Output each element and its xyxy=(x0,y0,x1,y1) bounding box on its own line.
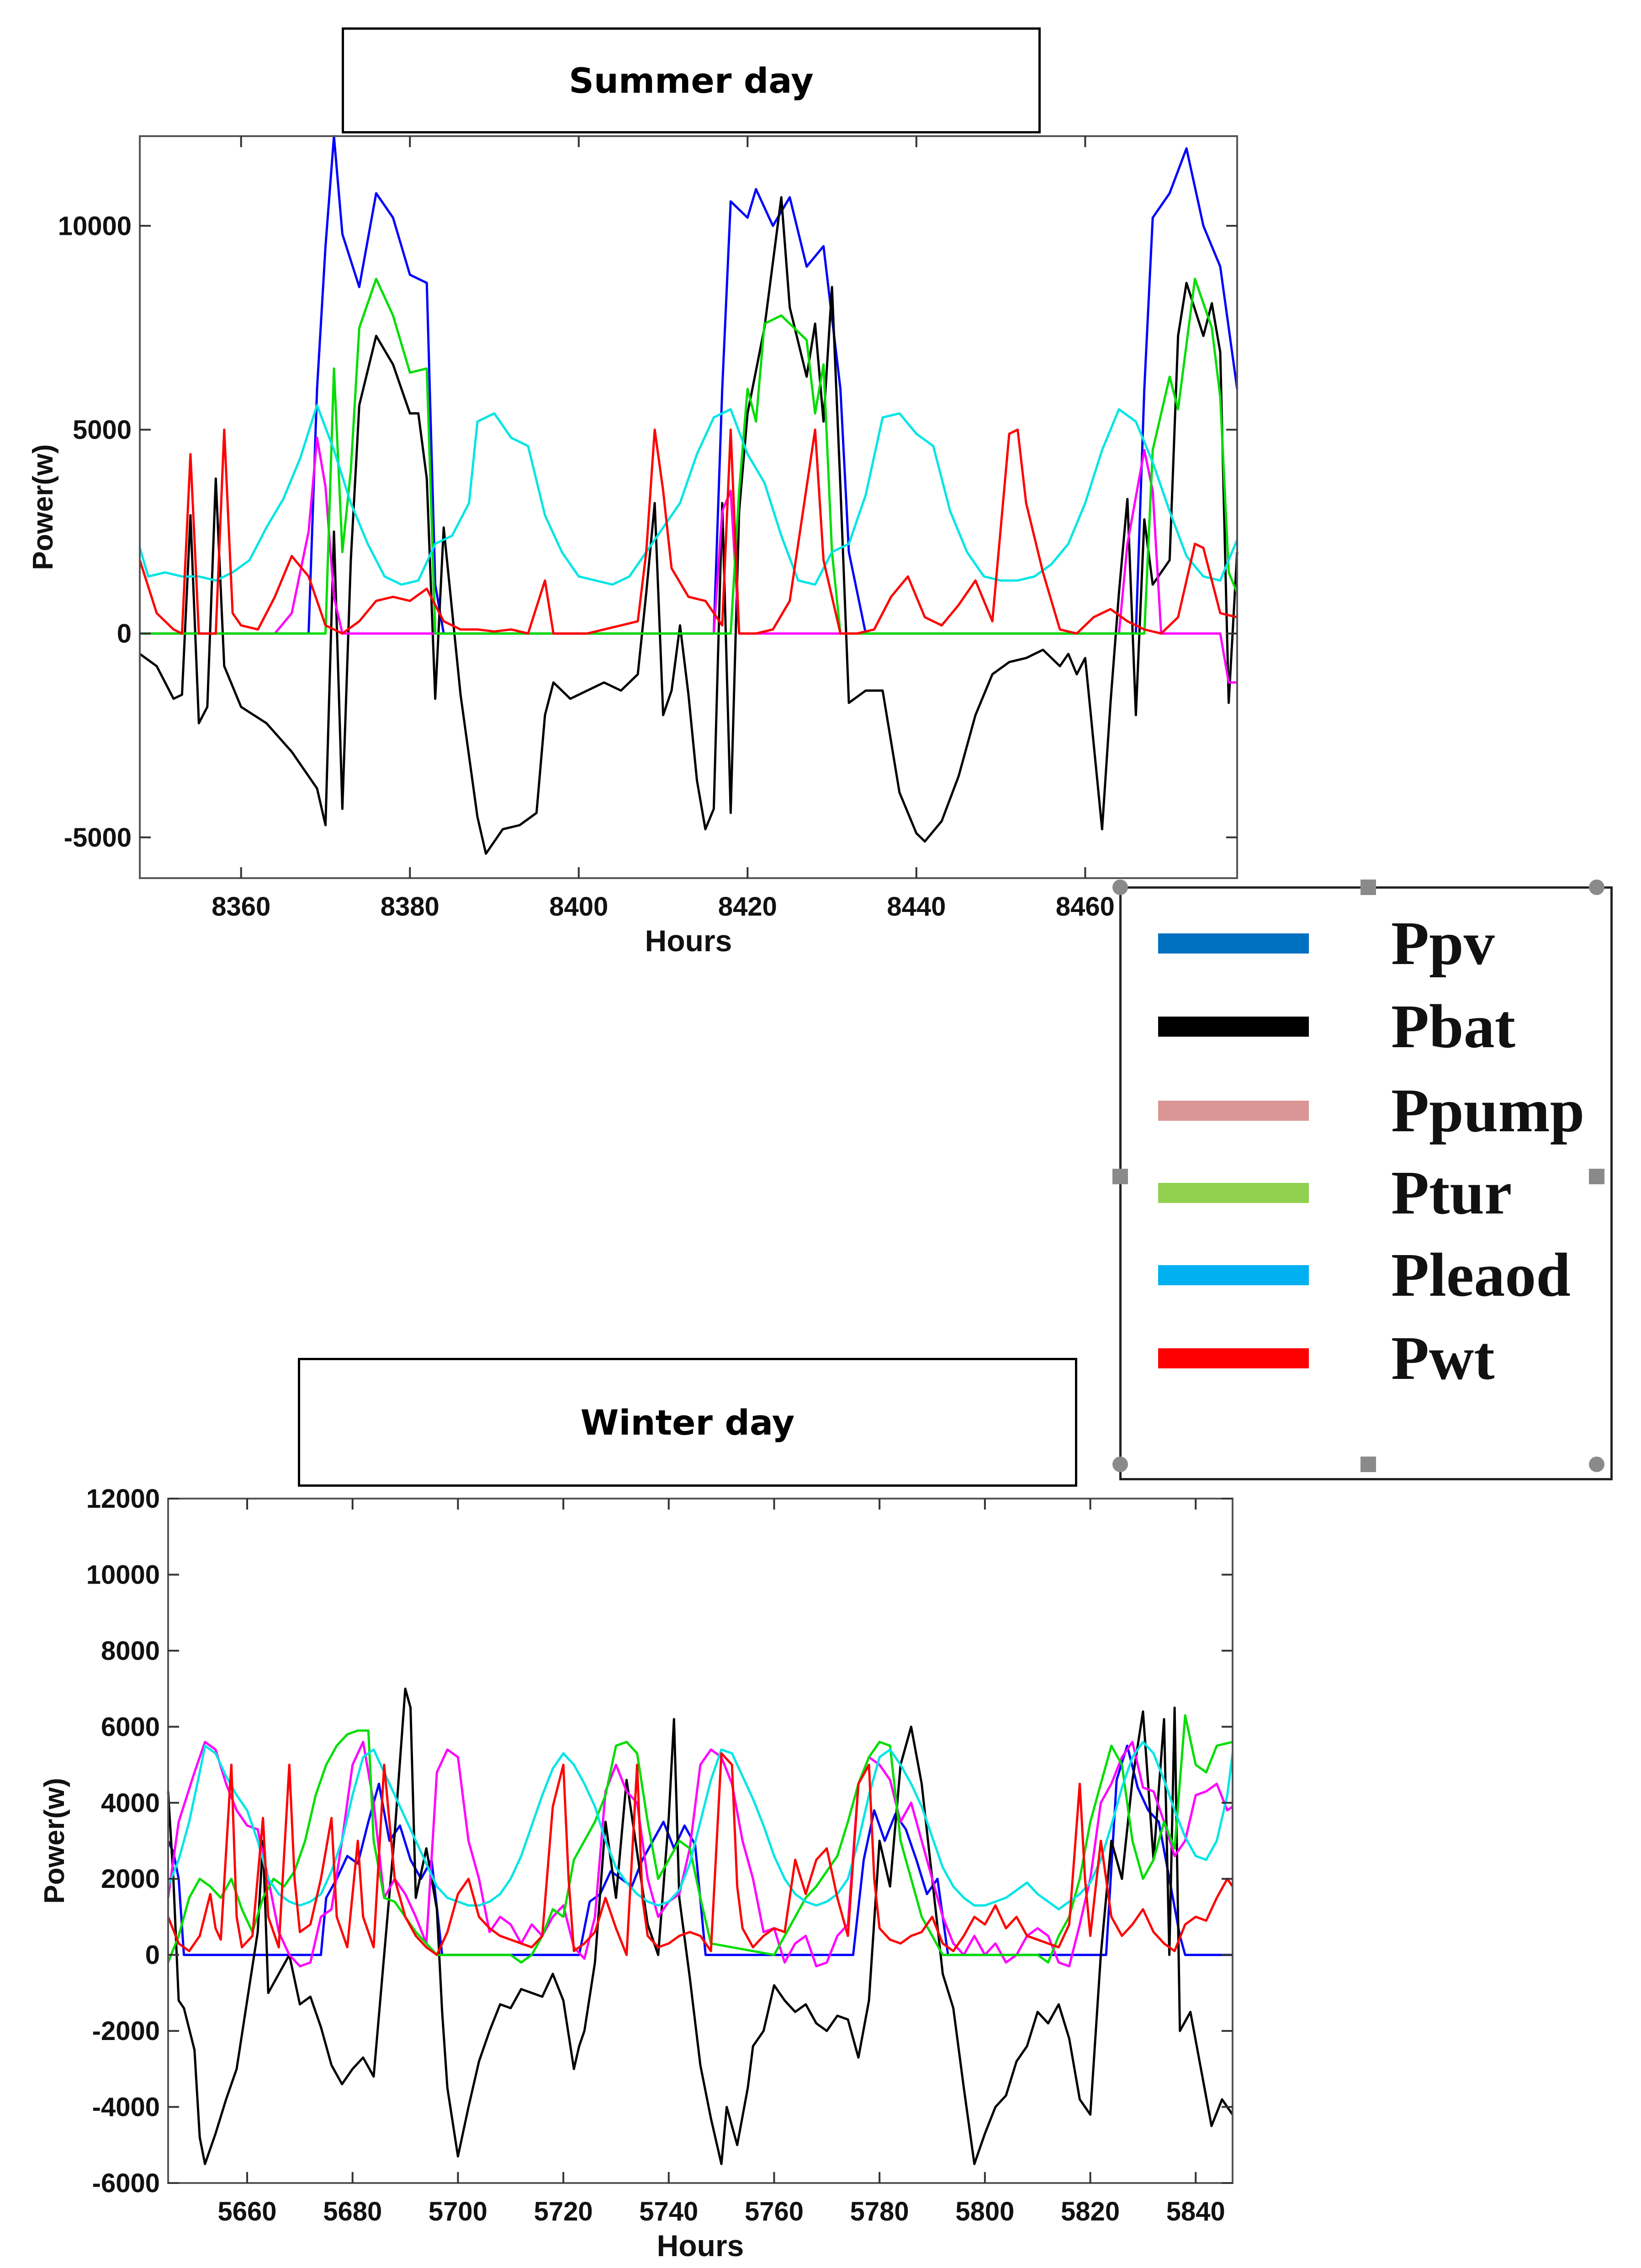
plot-frame-summer xyxy=(139,135,1238,879)
x-tick-label: 5840 xyxy=(1166,2197,1225,2226)
legend-item-ppump: Ppump xyxy=(1158,1079,1597,1143)
x-axis-label-summer: Hours xyxy=(645,924,732,958)
x-tick-label: 5800 xyxy=(955,2197,1014,2226)
resize-handle[interactable] xyxy=(1589,1169,1604,1184)
legend-swatch-ptur xyxy=(1158,1183,1309,1203)
y-tick-label: 12000 xyxy=(86,1484,160,1514)
series-ptur-summer xyxy=(140,277,1239,635)
legend-label-pwt: Pwt xyxy=(1391,1324,1495,1393)
legend-swatch-pbat xyxy=(1158,1017,1309,1037)
series-ppv-summer xyxy=(140,135,1239,635)
resize-handle[interactable] xyxy=(1589,880,1604,895)
resize-handle[interactable] xyxy=(1589,1457,1604,1472)
resize-handle[interactable] xyxy=(1112,1457,1128,1472)
x-tick-label: 8460 xyxy=(1056,892,1115,922)
legend-item-pwt: Pwt xyxy=(1158,1326,1597,1390)
x-tick-label: 5680 xyxy=(323,2197,382,2226)
series-pbat-summer xyxy=(139,196,1239,855)
y-axis-label-winter: Power(w) xyxy=(39,1778,70,1904)
x-tick-label: 5760 xyxy=(745,2197,804,2226)
series-pwt-winter xyxy=(167,1752,1234,1956)
legend-item-ptur: Ptur xyxy=(1158,1161,1597,1225)
y-tick-label: -4000 xyxy=(92,2093,160,2122)
y-tick-label: 4000 xyxy=(101,1788,160,1818)
series-ppump-winter xyxy=(167,1741,1233,1968)
x-tick-label: 8400 xyxy=(549,892,608,922)
y-tick-label: -5000 xyxy=(64,823,132,853)
legend-label-ppv: Ppv xyxy=(1391,909,1495,978)
plot-frame-winter xyxy=(167,1498,1233,2184)
legend-item-pleaod: Pleaod xyxy=(1158,1243,1597,1307)
y-tick-label: 10000 xyxy=(58,211,132,241)
y-tick-label: -6000 xyxy=(92,2168,160,2198)
x-tick-label: 8360 xyxy=(212,892,270,922)
legend-swatch-pleaod xyxy=(1158,1265,1309,1285)
x-tick-label: 5780 xyxy=(850,2197,909,2226)
series-ppump-summer xyxy=(140,436,1237,684)
x-tick-label: 8380 xyxy=(381,892,439,922)
y-tick-label: 2000 xyxy=(101,1864,160,1894)
legend-swatch-ppv xyxy=(1158,933,1309,954)
series-pwt-summer xyxy=(138,429,1238,635)
chart-title-winter: Winter day xyxy=(298,1358,1077,1487)
resize-handle[interactable] xyxy=(1112,880,1128,895)
y-tick-label: 0 xyxy=(145,1940,160,1970)
y-tick-label: 6000 xyxy=(101,1712,160,1742)
y-tick-label: 8000 xyxy=(101,1636,160,1666)
series-pbat-winter xyxy=(167,1687,1234,2165)
legend-item-pbat: Pbat xyxy=(1158,995,1597,1059)
y-axis-label-summer: Power(w) xyxy=(27,444,59,570)
x-tick-label: 5740 xyxy=(639,2197,698,2226)
y-tick-label: 10000 xyxy=(86,1560,160,1590)
resize-handle[interactable] xyxy=(1360,880,1376,895)
series-ppv-winter xyxy=(167,1744,1233,1956)
y-tick-label: -2000 xyxy=(92,2016,160,2046)
y-tick-label: 5000 xyxy=(73,415,132,445)
x-axis-label-winter: Hours xyxy=(657,2229,744,2263)
series-pleaod-winter xyxy=(167,1741,1234,1911)
x-tick-label: 5660 xyxy=(218,2197,277,2226)
x-tick-label: 8440 xyxy=(887,892,946,922)
legend-item-ppv: Ppv xyxy=(1158,911,1597,975)
legend-label-pleaod: Pleaod xyxy=(1391,1241,1571,1309)
x-tick-label: 8420 xyxy=(718,892,777,922)
resize-handle[interactable] xyxy=(1112,1169,1128,1184)
legend: Ppv Pbat Ppump Ptur Pleaod Pwt xyxy=(1112,880,1613,1480)
series-pleaod-summer xyxy=(138,404,1239,586)
resize-handle[interactable] xyxy=(1360,1457,1376,1472)
x-tick-label: 5700 xyxy=(429,2197,487,2226)
legend-label-ppump: Ppump xyxy=(1391,1076,1585,1145)
legend-swatch-ppump xyxy=(1158,1101,1309,1121)
chart-title-summer: Summer day xyxy=(342,27,1041,133)
x-tick-label: 5820 xyxy=(1061,2197,1120,2226)
legend-label-ptur: Ptur xyxy=(1391,1159,1512,1227)
x-tick-label: 5720 xyxy=(534,2197,593,2226)
y-tick-label: 0 xyxy=(117,619,132,649)
legend-label-pbat: Pbat xyxy=(1391,992,1515,1061)
legend-swatch-pwt xyxy=(1158,1348,1309,1368)
